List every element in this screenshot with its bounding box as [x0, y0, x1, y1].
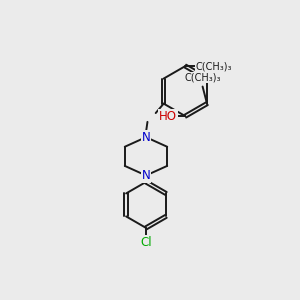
Text: Cl: Cl: [140, 236, 152, 249]
Text: N: N: [142, 131, 150, 144]
Text: HO: HO: [159, 110, 177, 123]
Text: N: N: [142, 169, 150, 182]
Text: C(CH₃)₃: C(CH₃)₃: [196, 61, 232, 71]
Text: C(CH₃)₃: C(CH₃)₃: [184, 73, 221, 83]
